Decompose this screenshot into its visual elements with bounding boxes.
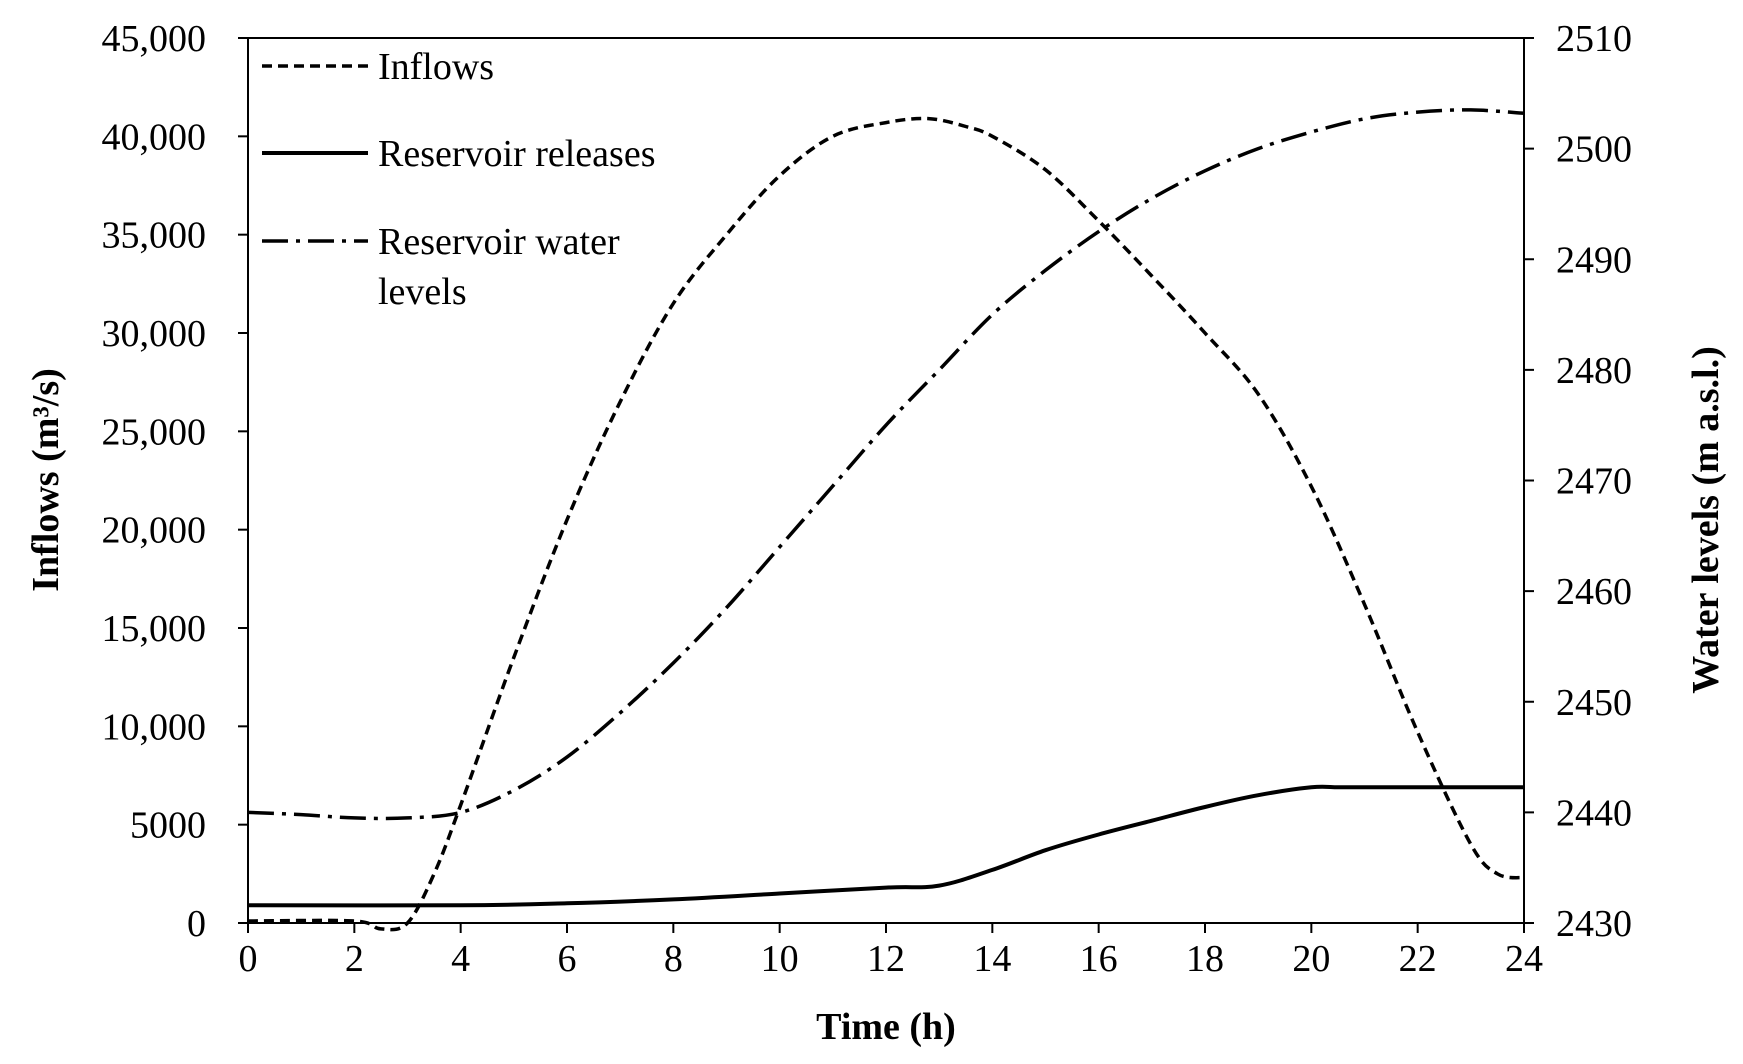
x-tick-label: 0 bbox=[239, 938, 258, 980]
x-tick-label: 12 bbox=[867, 938, 905, 980]
left-tick-label: 5000 bbox=[130, 805, 206, 847]
x-tick-label: 14 bbox=[973, 938, 1011, 980]
left-tick-label: 20,000 bbox=[102, 510, 207, 552]
left-axis-title: Inflows (m³/s) bbox=[25, 368, 67, 592]
left-tick-label: 40,000 bbox=[102, 116, 207, 158]
x-tick-label: 22 bbox=[1399, 938, 1437, 980]
x-tick-label: 6 bbox=[558, 938, 577, 980]
x-tick-label: 16 bbox=[1080, 938, 1118, 980]
x-axis-ticks: 0 2 4 6 8 10 12 14 16 18 20 22 24 bbox=[239, 923, 1543, 980]
legend-label-water-levels: Reservoir water bbox=[378, 221, 620, 263]
right-tick-label: 2460 bbox=[1556, 571, 1632, 613]
right-tick-label: 2450 bbox=[1556, 682, 1632, 724]
left-tick-label: 35,000 bbox=[102, 215, 207, 257]
right-tick-label: 2510 bbox=[1556, 18, 1632, 60]
right-tick-label: 2480 bbox=[1556, 350, 1632, 392]
water-levels-line bbox=[247, 108, 1525, 821]
right-tick-label: 2430 bbox=[1556, 903, 1632, 945]
legend-label-inflows: Inflows bbox=[378, 46, 494, 88]
left-axis-ticks: 0 5000 10,000 15,000 20,000 25,000 30,000 35,00… bbox=[102, 18, 248, 945]
left-tick-label: 25,000 bbox=[102, 411, 207, 453]
x-tick-label: 18 bbox=[1186, 938, 1224, 980]
releases-line bbox=[247, 784, 1524, 908]
x-tick-label: 24 bbox=[1505, 938, 1543, 980]
left-tick-label: 30,000 bbox=[102, 313, 207, 355]
legend-label-water-levels-line2: levels bbox=[378, 271, 467, 313]
legend-label-releases: Reservoir releases bbox=[378, 133, 656, 175]
x-tick-label: 4 bbox=[451, 938, 470, 980]
right-tick-label: 2440 bbox=[1556, 792, 1632, 834]
right-tick-label: 2490 bbox=[1556, 239, 1632, 281]
legend: Inflows Reservoir releases Reservoir wat… bbox=[262, 46, 656, 313]
left-tick-label: 15,000 bbox=[102, 608, 207, 650]
x-tick-label: 20 bbox=[1292, 938, 1330, 980]
series-layer bbox=[247, 108, 1525, 932]
right-tick-label: 2470 bbox=[1556, 461, 1632, 503]
left-tick-label: 10,000 bbox=[102, 706, 207, 748]
right-tick-label: 2500 bbox=[1556, 129, 1632, 171]
x-tick-label: 10 bbox=[761, 938, 799, 980]
x-tick-label: 8 bbox=[664, 938, 683, 980]
right-axis-title: Water levels (m a.s.l.) bbox=[1685, 346, 1727, 694]
right-axis-ticks: 2430 2440 2450 2460 2470 2480 2490 2500 2510 bbox=[1524, 18, 1632, 945]
left-tick-label: 0 bbox=[187, 903, 206, 945]
x-tick-label: 2 bbox=[345, 938, 364, 980]
left-tick-label: 45,000 bbox=[102, 18, 207, 60]
x-axis-title: Time (h) bbox=[816, 1006, 956, 1048]
